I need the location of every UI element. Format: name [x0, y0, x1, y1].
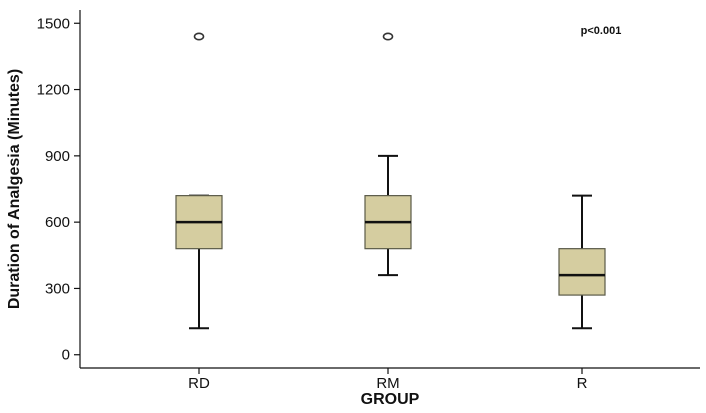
- y-tick-label: 0: [62, 347, 70, 364]
- x-ticks: RD RM R: [188, 368, 588, 392]
- box-group-r: [558, 194, 606, 330]
- y-tick-label: 1200: [37, 82, 70, 99]
- boxes: [175, 32, 606, 330]
- y-tick-label: 900: [45, 148, 70, 165]
- p-value-annotation: p<0.001: [581, 25, 622, 37]
- iqr-box: [558, 248, 606, 296]
- x-axis-title: GROUP: [361, 391, 420, 408]
- y-axis-title: Duration of Analgesia (Minutes): [6, 69, 23, 309]
- outlier-point: [193, 32, 205, 41]
- y-tick-label: 600: [45, 214, 70, 231]
- x-tick-label: RD: [188, 375, 210, 392]
- x-tick-label: RM: [376, 375, 399, 392]
- box-group-rm: [364, 32, 412, 277]
- y-tick-label: 1500: [37, 15, 70, 32]
- box-group-rd: [175, 32, 223, 330]
- y-tick-label: 300: [45, 280, 70, 297]
- outlier-point: [382, 32, 394, 41]
- x-tick-label: R: [577, 375, 588, 392]
- y-ticks: 0 300 600 900 1200 1500: [37, 15, 80, 364]
- axes: [79, 10, 700, 369]
